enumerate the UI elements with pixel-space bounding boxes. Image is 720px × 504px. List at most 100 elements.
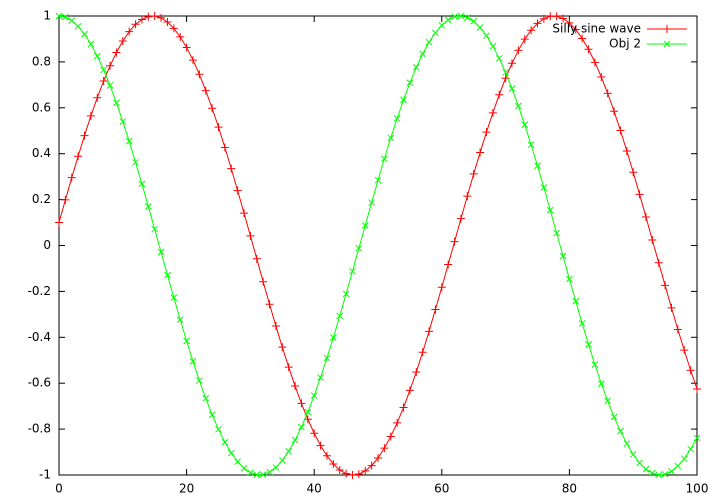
point-marker [412, 64, 420, 71]
point-marker [329, 459, 338, 468]
point-marker [623, 440, 631, 447]
point-marker [686, 366, 695, 375]
point-marker [393, 418, 402, 427]
point-marker [655, 471, 663, 479]
point-marker [495, 90, 504, 99]
point-marker [208, 104, 217, 113]
point-marker [170, 294, 178, 301]
y-tick-label: 1 [43, 9, 51, 23]
point-marker [55, 218, 63, 227]
point-marker [559, 14, 568, 23]
point-marker [604, 397, 612, 405]
point-marker [463, 192, 472, 201]
point-marker [361, 466, 370, 475]
point-marker [342, 469, 351, 478]
point-marker [674, 462, 682, 470]
point-marker [144, 12, 153, 21]
point-marker [636, 459, 643, 467]
point-marker [93, 93, 102, 102]
point-marker [571, 25, 580, 34]
point-marker [456, 214, 465, 223]
point-marker [119, 118, 127, 125]
point-marker [221, 438, 229, 446]
point-marker [470, 17, 478, 25]
point-marker [616, 126, 625, 135]
point-marker [113, 99, 120, 107]
point-marker [368, 199, 375, 206]
point-marker [195, 70, 204, 79]
point-marker [157, 13, 166, 22]
point-marker [62, 13, 69, 21]
point-marker [271, 322, 280, 331]
point-marker [348, 471, 357, 479]
point-marker [451, 13, 458, 21]
point-marker [214, 123, 223, 132]
point-marker [566, 275, 573, 283]
point-marker [355, 244, 363, 252]
point-marker [386, 432, 395, 441]
point-marker [189, 358, 197, 365]
point-marker [80, 131, 89, 140]
point-marker [444, 260, 453, 269]
point-marker [55, 12, 63, 20]
point-marker [661, 470, 669, 478]
point-marker [405, 386, 414, 395]
point-marker [247, 469, 254, 477]
point-marker [285, 448, 293, 455]
point-marker [381, 155, 388, 163]
point-marker [425, 38, 433, 46]
point-marker [629, 168, 638, 177]
point-marker [310, 392, 318, 399]
point-marker [520, 35, 529, 44]
point-marker [266, 468, 273, 476]
point-marker [284, 363, 293, 372]
point-marker [399, 403, 408, 412]
point-marker [463, 14, 471, 21]
point-marker [431, 305, 440, 314]
point-marker [693, 434, 701, 442]
point-marker [183, 337, 190, 345]
y-tick-label: 0.6 [32, 100, 51, 114]
point-marker [514, 46, 523, 55]
point-marker [597, 73, 606, 82]
point-marker [297, 399, 306, 408]
point-marker [317, 374, 324, 381]
point-marker [246, 231, 255, 240]
point-marker [176, 32, 185, 41]
point-marker [100, 66, 108, 74]
point-marker [329, 334, 337, 341]
point-marker [310, 429, 319, 438]
point-marker [673, 325, 682, 334]
x-tick-label: 80 [562, 482, 577, 496]
point-marker [272, 464, 280, 471]
point-marker [419, 50, 427, 58]
point-marker [552, 12, 561, 21]
point-marker [374, 176, 382, 184]
point-marker [432, 29, 439, 37]
y-tick-label: 0.2 [32, 192, 51, 206]
point-marker [61, 195, 70, 204]
point-marker [668, 467, 675, 475]
point-marker [559, 252, 567, 260]
point-marker [291, 381, 300, 390]
point-marker [349, 267, 356, 275]
legend-label: Silly sine wave [552, 22, 641, 36]
point-marker [425, 327, 434, 336]
point-marker [253, 471, 261, 479]
y-tick-label: -0.8 [28, 422, 51, 436]
point-marker [361, 222, 369, 229]
point-marker [654, 258, 663, 267]
point-marker [164, 271, 171, 279]
point-marker [400, 96, 407, 104]
point-marker [629, 451, 637, 458]
point-marker [483, 32, 490, 40]
point-marker [527, 141, 535, 149]
point-marker [527, 26, 536, 35]
x-tick-label: 0 [55, 482, 63, 496]
y-tick-label: -1 [39, 468, 51, 482]
point-marker [617, 427, 624, 435]
point-marker [387, 134, 395, 142]
point-marker [502, 69, 509, 76]
point-marker [495, 55, 503, 62]
